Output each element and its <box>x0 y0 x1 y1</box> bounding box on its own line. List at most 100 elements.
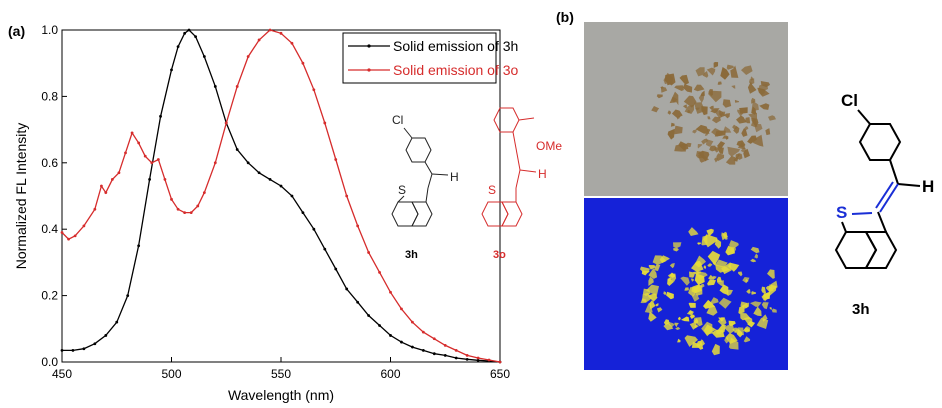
molecule-3h-bond <box>425 187 429 203</box>
data-point <box>170 68 173 72</box>
crystal-fragment <box>689 314 695 319</box>
data-point <box>279 31 283 35</box>
crystal-fragment <box>750 246 760 254</box>
crystal-fragment <box>695 124 710 134</box>
crystal-fragment <box>724 323 735 334</box>
crystal-fragment <box>714 130 726 137</box>
data-point <box>400 340 403 344</box>
legend: Solid emission of 3h Solid emission of 3… <box>342 32 519 84</box>
crystal-fragment <box>760 81 771 88</box>
crystal-fragment <box>648 276 654 286</box>
crystal-fragment <box>679 74 689 85</box>
data-point <box>150 161 154 165</box>
data-point <box>104 334 108 337</box>
crystal-fragment <box>754 253 758 259</box>
crystal-fragment <box>689 310 693 315</box>
crystal-fragment <box>742 277 750 284</box>
crystal-fragment <box>669 91 679 106</box>
data-point <box>202 55 206 58</box>
data-point <box>115 320 119 324</box>
data-point <box>378 270 381 274</box>
molecule-3o-label: 3o <box>493 249 506 261</box>
large-3h-double-bond <box>875 181 894 209</box>
crystal-fragment <box>701 138 709 145</box>
data-point <box>82 347 86 351</box>
molecule-3h-label: 3h <box>405 249 418 261</box>
data-point <box>71 348 75 352</box>
crystal-fragment <box>701 321 713 335</box>
crystal-fragment <box>710 297 719 305</box>
data-point <box>60 231 64 234</box>
data-point <box>454 348 458 352</box>
crystal-fragment <box>736 140 746 148</box>
data-point <box>60 348 64 352</box>
crystal-fragment <box>746 289 751 294</box>
data-point <box>432 337 436 341</box>
data-point <box>356 224 360 228</box>
x-axis-ticks: 450 500 550 600 650 <box>52 357 510 381</box>
data-point <box>367 314 370 317</box>
crystal-fragment <box>707 250 721 266</box>
crystal-fragment <box>767 269 775 279</box>
data-point <box>389 334 392 337</box>
y-axis-label: Normalized FL Intensity <box>13 123 29 270</box>
panel-a-label: (a) <box>8 23 25 39</box>
molecule-3h-bond <box>424 161 433 175</box>
crystal-fragment <box>648 311 657 322</box>
molecule-3h-bond <box>403 127 413 139</box>
data-point <box>137 244 141 248</box>
crystal-fragment <box>736 328 743 338</box>
crystal-fragment <box>666 291 674 300</box>
data-point <box>367 251 370 254</box>
crystal-fragment <box>743 336 751 343</box>
crystal-fragment <box>717 81 722 85</box>
photo-bottom-crystals <box>640 227 778 356</box>
y-tick-label: 0.8 <box>41 89 58 103</box>
data-point <box>290 41 294 45</box>
crystal-fragment <box>721 232 728 241</box>
crystal-fragment <box>750 301 762 307</box>
data-point <box>202 191 206 195</box>
x-tick-label: 450 <box>52 367 72 381</box>
data-point <box>356 300 360 304</box>
crystal-fragment <box>722 99 732 108</box>
data-point <box>187 28 191 32</box>
crystal-fragment <box>714 157 718 163</box>
legend-box <box>342 32 497 84</box>
crystal-fragment <box>666 79 674 86</box>
crystal-fragment <box>693 318 699 324</box>
data-point <box>194 35 197 39</box>
crystal-fragment <box>668 322 675 328</box>
data-point <box>465 353 469 357</box>
crystal-fragment <box>694 324 699 329</box>
crystal-fragment <box>734 99 739 103</box>
data-point <box>487 358 491 362</box>
data-point <box>176 45 180 48</box>
crystal-fragment <box>703 265 707 270</box>
large-3h-bond <box>851 212 873 215</box>
crystal-fragment <box>717 147 724 154</box>
crystal-fragment <box>703 234 718 248</box>
crystal-fragment <box>696 271 708 280</box>
molecule-3h-sulfur: S <box>398 183 406 197</box>
y-tick-label: 0.2 <box>41 289 58 303</box>
crystal-fragment <box>706 128 711 133</box>
crystal-fragment <box>738 271 743 277</box>
crystal-fragment <box>674 85 684 91</box>
molecule-3o-bond <box>519 169 537 173</box>
crystal-fragment <box>750 258 757 263</box>
data-point <box>213 85 217 88</box>
data-point <box>110 178 114 181</box>
crystal-fragment <box>667 110 672 115</box>
crystal-fragment <box>729 246 737 254</box>
crystal-fragment <box>674 322 679 328</box>
data-point <box>235 148 239 151</box>
data-point <box>268 178 272 181</box>
crystal-fragment <box>725 155 736 165</box>
data-point <box>93 207 97 211</box>
x-axis-label: Wavelength (nm) <box>228 387 334 403</box>
crystal-fragment <box>726 64 734 70</box>
data-point <box>443 353 447 357</box>
crystal-fragment <box>731 85 736 89</box>
